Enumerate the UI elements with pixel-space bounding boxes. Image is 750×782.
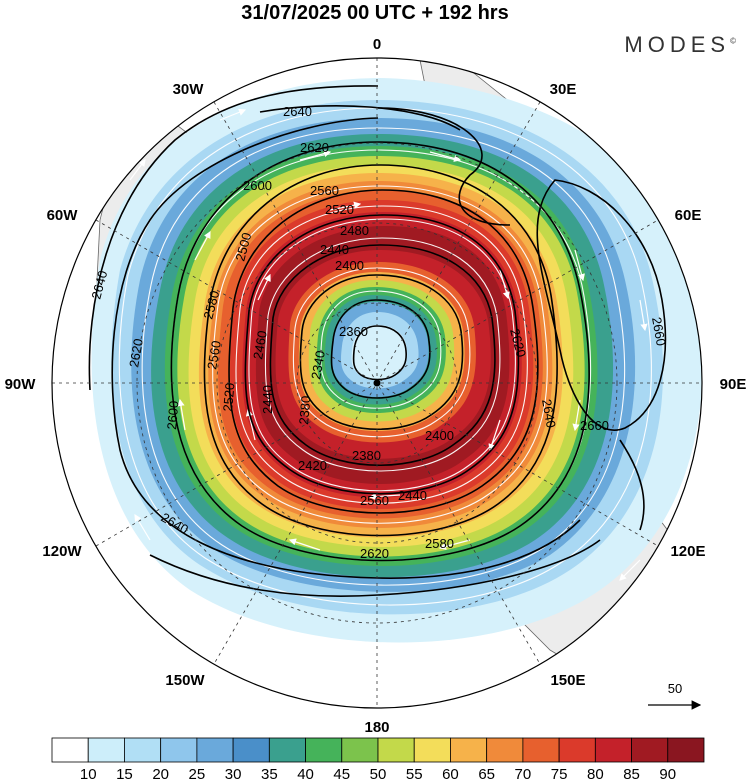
geopotential-contours (88, 85, 667, 597)
colorbar-tick-label: 50 (370, 766, 387, 782)
colorbar-swatch (87, 737, 125, 763)
colorbar-tick-label: 45 (333, 766, 350, 782)
colorbar-tick-label: 80 (587, 766, 604, 782)
contour-label: 2400 (425, 428, 454, 443)
colorbar-swatch (558, 737, 596, 763)
contour-label: 2580 (425, 536, 454, 551)
contour-label: 2620 (300, 140, 329, 155)
pole-marker (373, 379, 381, 387)
contour-label: 2620 (360, 546, 389, 561)
map-boundary (51, 57, 703, 709)
contour-label: 2620 (507, 327, 529, 359)
contour-label: 2660 (649, 316, 669, 347)
colorbar-swatch (486, 737, 524, 763)
colorbar-swatch (522, 737, 560, 763)
colorbar-tick-label: 40 (297, 766, 314, 782)
colorbar-tick-label: 35 (261, 766, 278, 782)
colorbar-swatch (341, 737, 379, 763)
lon-label-150e: 150E (550, 672, 585, 689)
contour-label: 2360 (339, 324, 368, 339)
longitude-labels: 0 30E 60E 90E 120E 150E 180 150W 120W 90… (5, 36, 747, 736)
colorbar-swatch (377, 737, 415, 763)
colorbar-tick-label: 20 (152, 766, 169, 782)
colorbar-swatch (268, 737, 306, 763)
contour-label: 2380 (296, 395, 313, 425)
lon-label-60w: 60W (47, 207, 79, 224)
contour-label: 2600 (243, 178, 272, 193)
lon-label-120w: 120W (42, 543, 82, 560)
colorbar-swatch (631, 737, 669, 763)
colorbar-tick-label: 75 (551, 766, 568, 782)
map-title: 31/07/2025 00 UTC + 192 hrs (241, 2, 509, 24)
colorbar-tick-label: 10 (80, 766, 97, 782)
contour-label: 2580 (200, 289, 222, 321)
wind-streamlines (118, 107, 652, 606)
contour-label: 2440 (260, 385, 275, 414)
colorbar-swatch (124, 737, 162, 763)
contour-label: 2640 (283, 104, 312, 119)
lon-label-120e: 120E (670, 543, 705, 560)
colorbar-tick-label: 70 (515, 766, 532, 782)
colorbar-tick-label: 25 (189, 766, 206, 782)
colorbar-swatch (413, 737, 451, 763)
colorbar-tick-label: 15 (116, 766, 133, 782)
contour-label: 2340 (308, 349, 328, 380)
wind-speed-shading (91, 78, 702, 643)
contour-label: 2640 (539, 398, 559, 429)
lon-label-60e: 60E (675, 207, 702, 224)
lon-label-150w: 150W (165, 672, 205, 689)
brand-copyright: © (730, 36, 736, 46)
colorbar-tick-label: 65 (478, 766, 495, 782)
contour-label: 2440 (398, 488, 427, 503)
contour-label: 2500 (232, 231, 254, 263)
colorbar-tick-label: 60 (442, 766, 459, 782)
lon-label-180: 180 (364, 719, 389, 736)
reference-vector: 50 (648, 681, 702, 710)
contour-label: 2480 (340, 223, 369, 238)
colorbar-swatch (160, 737, 198, 763)
colorbar-swatch (667, 737, 705, 763)
colorbar-tick-label: 30 (225, 766, 242, 782)
contour-label: 2660 (580, 418, 609, 433)
colorbar-tick-label: 55 (406, 766, 423, 782)
contour-label: 2460 (250, 329, 270, 360)
colorbar: 10 15 20 25 30 35 40 45 50 55 60 65 70 75 80 85 90 (51, 737, 705, 782)
colorbar-swatch (594, 737, 632, 763)
contour-label: 2420 (298, 458, 327, 473)
contour-label: 2620 (126, 337, 146, 368)
lon-label-30e: 30E (550, 81, 577, 98)
colorbar-swatch (450, 737, 488, 763)
brand-logo: MODES© (624, 32, 736, 58)
colorbar-tick-label: 85 (623, 766, 640, 782)
contour-label: 2440 (320, 242, 349, 257)
contour-label: 2560 (204, 339, 224, 370)
contour-label: 2600 (164, 400, 181, 430)
colorbar-swatch (196, 737, 234, 763)
colorbar-swatch (232, 737, 270, 763)
brand-name: MODES (624, 32, 731, 57)
lon-label-30w: 30W (173, 81, 205, 98)
colorbar-swatch (51, 737, 89, 763)
colorbar-swatch (305, 737, 343, 763)
lon-label-90w: 90W (5, 376, 37, 393)
colorbar-tick-label: 90 (659, 766, 676, 782)
reference-vector-label: 50 (668, 681, 682, 696)
contour-label: 2640 (88, 269, 110, 301)
contour-label: 2560 (310, 183, 339, 198)
contour-label: 2520 (220, 382, 237, 412)
contour-label: 2560 (360, 493, 389, 508)
contour-label: 2380 (352, 448, 381, 463)
lon-label-0: 0 (373, 36, 381, 53)
contour-label: 2400 (335, 258, 364, 273)
contour-label: 2520 (325, 202, 354, 217)
lon-label-90e: 90E (720, 376, 747, 393)
